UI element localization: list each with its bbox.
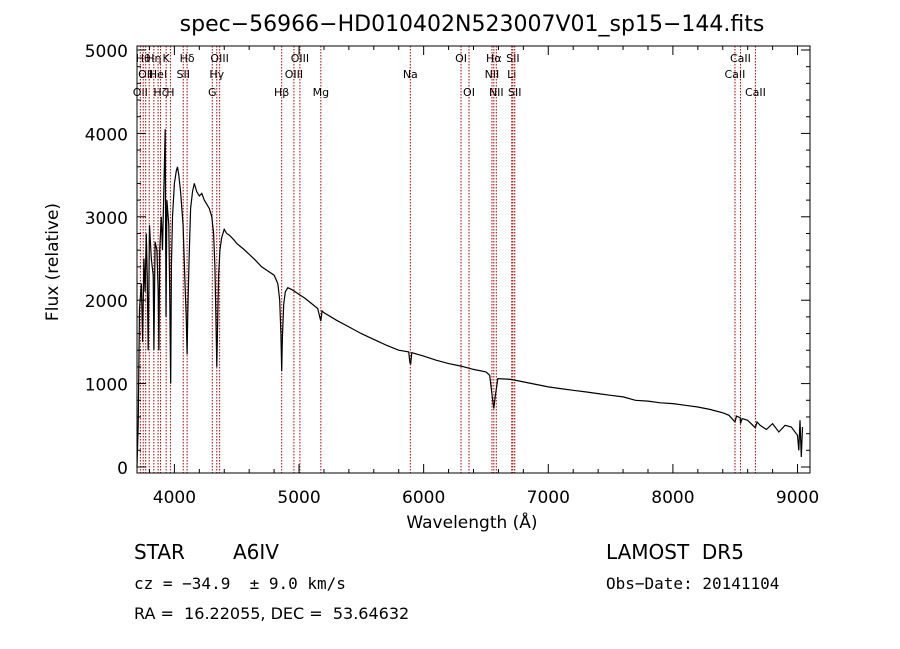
spectral-line-label: Hβ [274, 86, 289, 99]
spectral-line-label: CaII [730, 52, 751, 65]
object-type: STAR [134, 540, 185, 564]
redshift-velocity: cz = −34.9 ± 9.0 km/s [134, 574, 346, 593]
spectral-line-label: Hγ [209, 68, 224, 81]
x-tick-label: 5000 [277, 488, 320, 508]
y-tick-label: 2000 [85, 292, 128, 312]
spectral-line-label: OIII [285, 68, 303, 81]
y-axis-label: Flux (relative) [43, 203, 63, 321]
x-tick-label: 8000 [651, 488, 694, 508]
spectral-line-label: Hδ [180, 52, 195, 65]
spectral-line-label: Hα [486, 52, 502, 65]
spectral-line-label: NII [485, 68, 500, 81]
spectral-line-label: OIII [210, 52, 228, 65]
spectral-line-label: H [166, 86, 174, 99]
spectral-line-label: NII [489, 86, 504, 99]
x-tick-label: 4000 [153, 488, 196, 508]
spectral-line-label: CaII [725, 68, 746, 81]
y-tick-label: 4000 [85, 125, 128, 145]
emission-line-markers: OIIHθOIIHηHeIHζKHSIIHδGHγOIIIHβOIIIOIIIM… [133, 46, 766, 473]
observation-date: Obs−Date: 20141104 [606, 574, 780, 593]
coordinates: RA = 16.22055, DEC = 53.64632 [134, 604, 410, 623]
y-tick-label: 3000 [85, 209, 128, 229]
spectral-line-label: Hη [146, 52, 161, 65]
chart-title: spec−56966−HD010402N523007V01_sp15−144.f… [180, 12, 765, 37]
x-axis-label: Wavelength (Å) [406, 511, 537, 533]
spectral-line-label: OI [463, 86, 475, 99]
spectral-line-label: Na [403, 68, 418, 81]
spectral-line-label: G [208, 86, 217, 99]
spectral-line-label: OI [455, 52, 467, 65]
y-tick-label: 5000 [85, 42, 128, 62]
spectral-line-label: Mg [313, 86, 329, 99]
spectral-class: A6IV [233, 540, 279, 564]
axis-ticks: 4000 5000 6000 7000 8000 9000 0 1000 2000 3000 400… [85, 42, 819, 508]
spectrum-series-line [136, 129, 804, 468]
x-tick-label: 7000 [527, 488, 570, 508]
y-tick-label: 1000 [85, 376, 128, 396]
spectral-line-label: SII [508, 86, 521, 99]
y-tick-label: 0 [117, 459, 128, 479]
spectral-line-label: CaII [745, 86, 766, 99]
spectral-line-label: Hζ [153, 86, 167, 99]
survey-label: LAMOST DR5 [606, 540, 744, 564]
spectral-line-label: Li [507, 68, 516, 81]
spectral-line-label: HeI [149, 68, 167, 81]
spectral-line-label: OIII [291, 52, 309, 65]
spectral-line-label: Hθ [136, 52, 151, 65]
x-tick-label: 9000 [776, 488, 819, 508]
spectral-line-label: K [163, 52, 171, 65]
spectral-line-label: SII [176, 68, 189, 81]
x-tick-label: 6000 [402, 488, 445, 508]
spectral-line-label: SII [506, 52, 519, 65]
